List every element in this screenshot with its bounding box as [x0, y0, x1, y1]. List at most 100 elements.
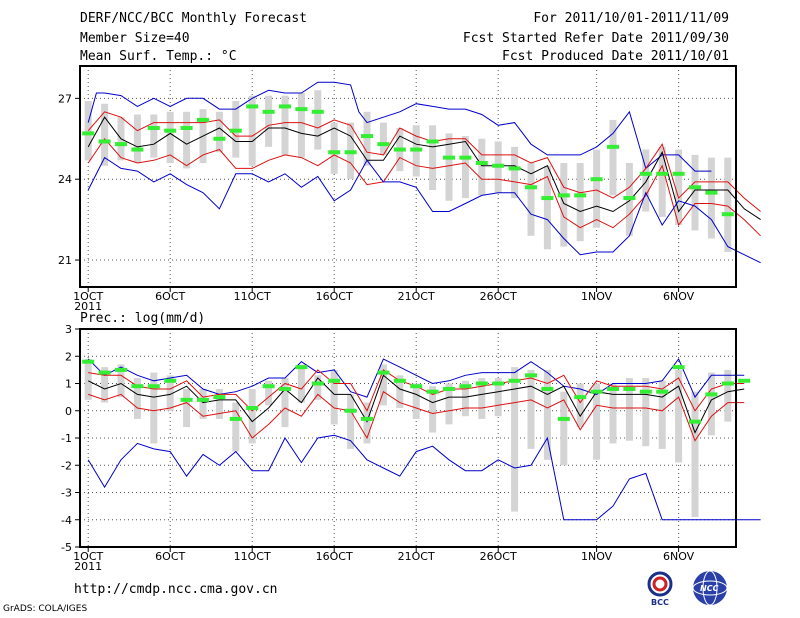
ensemble-range-box: [675, 149, 683, 226]
member-mark: [393, 378, 406, 383]
y-tick-label: -5: [61, 541, 72, 554]
member-mark: [147, 384, 160, 389]
ensemble-range-box: [232, 402, 240, 452]
member-mark: [574, 193, 587, 198]
x-tick-label: 6NOV: [663, 290, 695, 303]
ensemble-range-box: [133, 114, 141, 164]
member-mark: [607, 386, 619, 391]
member-mark: [410, 147, 423, 152]
ensemble-range-box: [707, 157, 715, 239]
y-tick-label: 3: [65, 323, 72, 336]
ensemble-range-box: [642, 378, 650, 447]
ensemble-range-box: [543, 369, 551, 460]
ensemble-range-box: [609, 383, 617, 444]
member-mark: [311, 381, 324, 386]
member-mark: [344, 408, 357, 413]
ensemble-range-box: [494, 378, 502, 417]
member-mark: [295, 365, 308, 370]
member-mark: [393, 147, 406, 152]
series-max-line: [87, 358, 745, 399]
member-mark: [590, 389, 603, 394]
grads-credit: GrADS: COLA/IGES: [3, 604, 88, 614]
member-mark: [82, 359, 95, 364]
member-mark: [328, 378, 341, 383]
x-tick-label: 6OCT: [155, 290, 185, 303]
plot-frame: [79, 65, 737, 288]
series-min-line: [87, 156, 761, 264]
ensemble-range-box: [429, 125, 437, 190]
ensemble-range-box: [527, 369, 535, 449]
member-mark: [98, 370, 111, 375]
ncc-logo-text: NCC: [700, 584, 719, 593]
x-tick-label: 1NOV: [581, 290, 613, 303]
forecast-period: For 2011/10/01-2011/11/09: [533, 11, 729, 26]
y-tick-label: 2: [65, 350, 72, 363]
ensemble-range-box: [625, 378, 633, 441]
series-mean-line: [87, 374, 745, 434]
ensemble-range-box: [281, 95, 289, 155]
member-mark: [311, 109, 324, 114]
series-lower-line: [88, 390, 745, 442]
series-upper-line: [87, 111, 761, 212]
x-tick-label: 16OCT: [316, 550, 353, 563]
series-lower-line: [87, 137, 761, 237]
ensemble-range-box: [691, 154, 699, 231]
member-mark: [246, 406, 259, 411]
ensemble-range-box: [379, 122, 387, 155]
ensemble-range-box: [150, 372, 158, 444]
fcst-produced-date: Fcst Produced Date 2011/10/01: [502, 49, 729, 64]
ensemble-range-box: [379, 364, 387, 406]
x-tick-label: 16OCT: [316, 290, 353, 303]
ensemble-range-box: [445, 133, 453, 201]
ensemble-range-box: [658, 146, 666, 217]
member-mark: [623, 196, 636, 201]
ensemble-range-box: [183, 388, 191, 428]
bcc-logo-text: BCC: [651, 598, 669, 607]
ensemble-range-box: [183, 111, 191, 169]
x-tick-label: 21OCT: [398, 550, 435, 563]
ncc-logo-icon: NCC: [692, 570, 728, 606]
member-mark: [180, 125, 193, 130]
member-mark: [115, 142, 127, 147]
ensemble-range-box: [330, 122, 338, 174]
ensemble-range-box: [248, 95, 256, 166]
member-mark: [344, 150, 357, 155]
ensemble-range-box: [199, 388, 207, 419]
ensemble-range-box: [297, 364, 305, 403]
member-mark: [361, 416, 373, 421]
ensemble-range-box: [265, 380, 273, 406]
ensemble-range-box: [215, 111, 223, 153]
y-tick-label: -2: [61, 459, 72, 472]
ensemble-range-box: [166, 111, 174, 164]
member-mark: [705, 392, 718, 397]
ensemble-range-box: [478, 378, 486, 419]
ensemble-range-box: [511, 367, 519, 512]
ensemble-range-box: [281, 378, 289, 428]
member-mark: [738, 378, 751, 383]
member-mark: [557, 416, 570, 421]
source-url[interactable]: http://cmdp.ncc.cma.gov.cn: [74, 582, 278, 597]
member-mark: [426, 389, 439, 394]
member-mark: [426, 139, 439, 144]
y-tick-label: 21: [58, 254, 72, 267]
temperature-panel: 21 24 27 1OCT 6OCT 11OCT 16OCT 21OCT 26OCT 1NOV 6N…: [58, 65, 761, 313]
ensemble-range-box: [593, 383, 601, 460]
member-mark: [279, 104, 291, 109]
member-mark: [377, 142, 390, 147]
member-mark: [639, 389, 652, 394]
member-mark: [672, 171, 685, 176]
member-mark: [492, 381, 505, 386]
member-mark: [721, 212, 734, 217]
ensemble-range-box: [429, 386, 437, 433]
x-year-label: 2011: [74, 300, 102, 313]
ensemble-range-box: [527, 163, 535, 236]
ensemble-range-box: [363, 402, 371, 444]
member-mark: [508, 166, 521, 171]
ensemble-range-box: [593, 149, 601, 228]
member-mark: [541, 196, 554, 201]
member-mark: [525, 185, 537, 190]
member-mark: [147, 125, 160, 130]
x-tick-label: 6NOV: [663, 550, 695, 563]
bcc-logo-icon: BCC: [647, 571, 673, 607]
